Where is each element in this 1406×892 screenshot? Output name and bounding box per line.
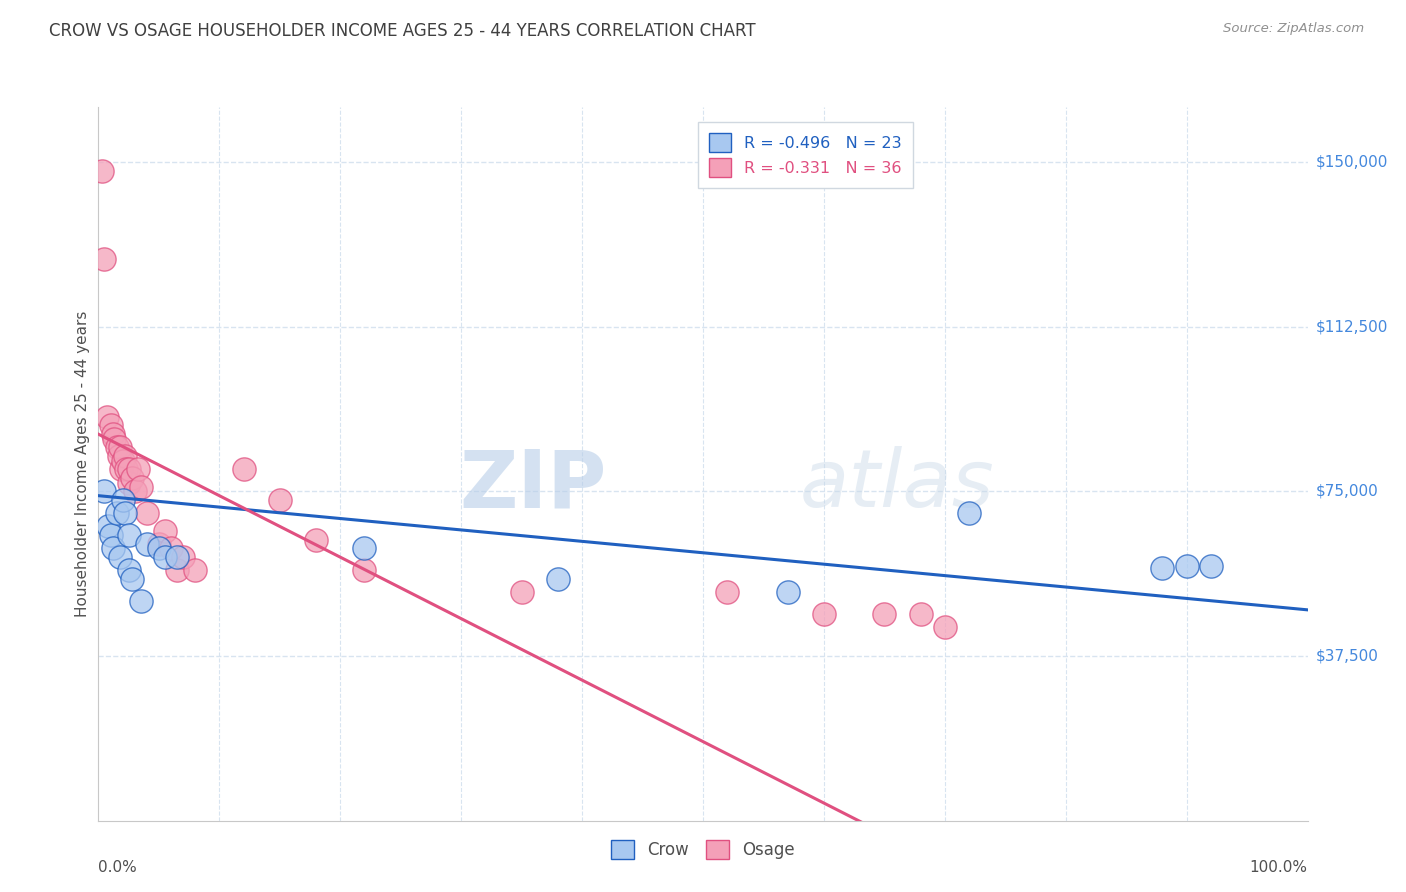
Point bbox=[813, 607, 835, 622]
Point bbox=[353, 541, 375, 556]
Point bbox=[111, 453, 134, 467]
Point bbox=[184, 563, 207, 577]
Point bbox=[111, 493, 134, 508]
Point bbox=[115, 462, 138, 476]
Point bbox=[124, 484, 146, 499]
Point bbox=[129, 480, 152, 494]
Point bbox=[105, 506, 128, 520]
Point bbox=[108, 441, 131, 455]
Point bbox=[1199, 558, 1222, 573]
Point bbox=[353, 563, 375, 577]
Text: $75,000: $75,000 bbox=[1316, 483, 1379, 499]
Point bbox=[1152, 561, 1174, 575]
Point bbox=[114, 506, 136, 520]
Point bbox=[232, 462, 254, 476]
Point bbox=[153, 550, 176, 565]
Point bbox=[101, 427, 124, 442]
Legend: Crow, Osage: Crow, Osage bbox=[605, 833, 801, 866]
Point bbox=[110, 462, 132, 476]
Text: $37,500: $37,500 bbox=[1316, 648, 1379, 664]
Text: 0.0%: 0.0% bbox=[98, 860, 138, 875]
Text: $150,000: $150,000 bbox=[1316, 154, 1388, 169]
Point bbox=[135, 537, 157, 551]
Point bbox=[97, 519, 120, 533]
Point bbox=[121, 471, 143, 485]
Y-axis label: Householder Income Ages 25 - 44 years: Householder Income Ages 25 - 44 years bbox=[75, 310, 90, 617]
Point bbox=[135, 506, 157, 520]
Point bbox=[957, 506, 980, 520]
Point bbox=[108, 550, 131, 565]
Point bbox=[96, 409, 118, 424]
Point bbox=[100, 528, 122, 542]
Point bbox=[166, 563, 188, 577]
Point bbox=[91, 163, 114, 178]
Text: ZIP: ZIP bbox=[458, 446, 606, 524]
Point bbox=[153, 524, 176, 538]
Point bbox=[105, 441, 128, 455]
Point bbox=[103, 432, 125, 446]
Text: $112,500: $112,500 bbox=[1316, 319, 1388, 334]
Point bbox=[547, 572, 569, 586]
Point bbox=[148, 537, 170, 551]
Point bbox=[118, 563, 141, 577]
Point bbox=[129, 594, 152, 608]
Point bbox=[148, 541, 170, 556]
Point bbox=[108, 449, 131, 463]
Point bbox=[166, 550, 188, 565]
Point bbox=[172, 550, 194, 565]
Text: Source: ZipAtlas.com: Source: ZipAtlas.com bbox=[1223, 22, 1364, 36]
Point bbox=[93, 252, 115, 266]
Point bbox=[1175, 558, 1198, 573]
Point bbox=[910, 607, 932, 622]
Text: CROW VS OSAGE HOUSEHOLDER INCOME AGES 25 - 44 YEARS CORRELATION CHART: CROW VS OSAGE HOUSEHOLDER INCOME AGES 25… bbox=[49, 22, 756, 40]
Point bbox=[101, 541, 124, 556]
Point bbox=[93, 484, 115, 499]
Point bbox=[118, 475, 141, 490]
Point bbox=[934, 620, 956, 634]
Point bbox=[776, 585, 799, 599]
Point bbox=[510, 585, 533, 599]
Point bbox=[305, 533, 328, 547]
Point bbox=[160, 541, 183, 556]
Point bbox=[716, 585, 738, 599]
Point bbox=[127, 462, 149, 476]
Point bbox=[121, 572, 143, 586]
Point bbox=[269, 493, 291, 508]
Point bbox=[114, 449, 136, 463]
Point bbox=[873, 607, 896, 622]
Text: 100.0%: 100.0% bbox=[1250, 860, 1308, 875]
Text: atlas: atlas bbox=[800, 446, 994, 524]
Point bbox=[118, 462, 141, 476]
Point bbox=[100, 418, 122, 433]
Point bbox=[118, 528, 141, 542]
